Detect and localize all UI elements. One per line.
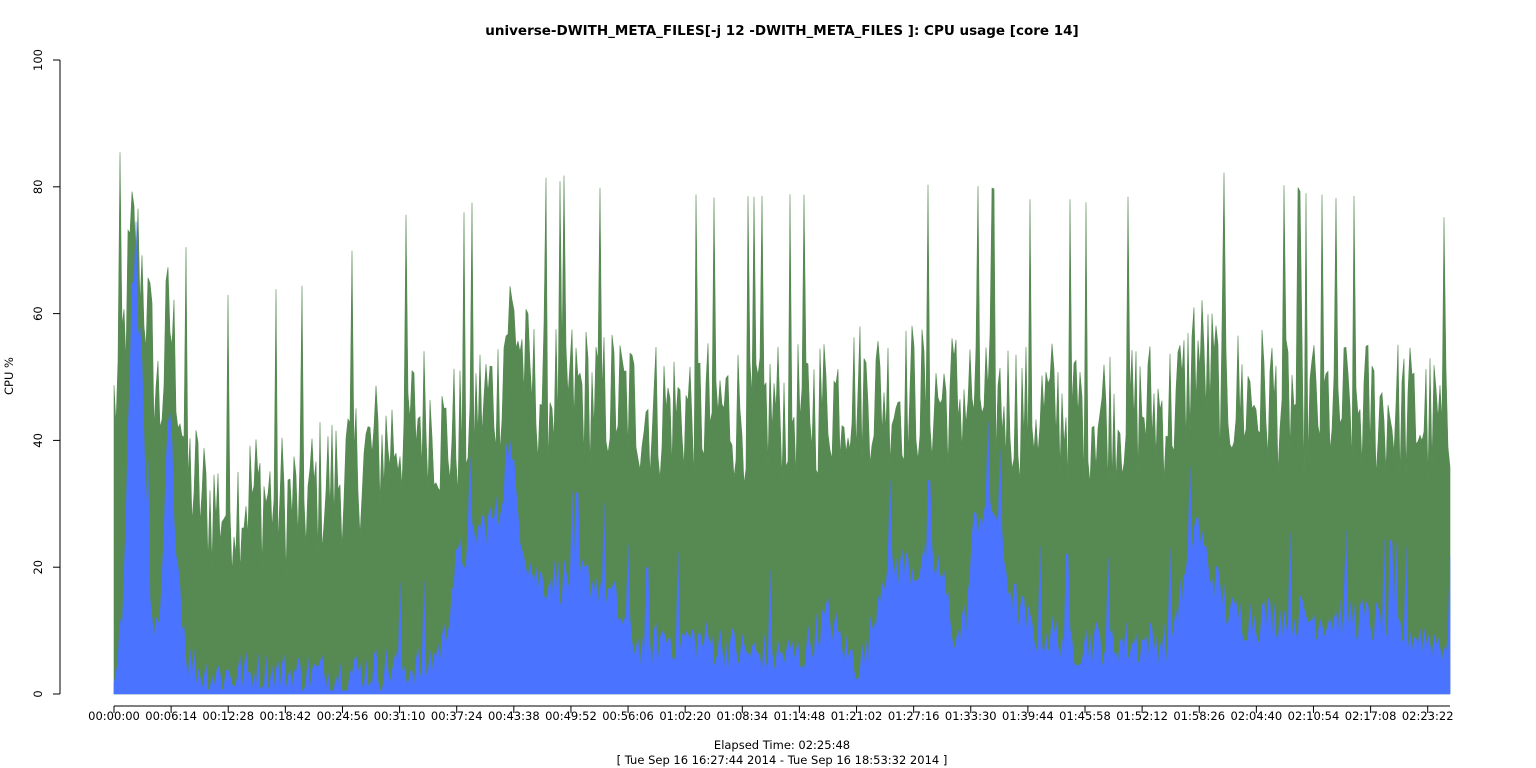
- chart-title: universe-DWITH_META_FILES[-j 12 -DWITH_M…: [485, 23, 1078, 39]
- axes-layer: 0 20 40 60 80 100 00:00:00 00:06:14 00:12:28 00:1…: [31, 49, 1454, 723]
- x-tick-label: 02:23:22: [1402, 709, 1454, 723]
- x-axis-title: Elapsed Time: 02:25:48: [714, 738, 850, 752]
- x-tick-label: 01:08:34: [716, 709, 768, 723]
- y-tick-label: 60: [31, 306, 45, 321]
- x-tick-label: 00:12:28: [202, 709, 254, 723]
- x-tick-label: 01:33:30: [945, 709, 997, 723]
- y-tick-label: 20: [31, 560, 45, 575]
- x-tick-label: 01:02:20: [659, 709, 711, 723]
- x-tick-label: 00:24:56: [317, 709, 369, 723]
- x-tick-label: 00:06:14: [145, 709, 197, 723]
- x-tick-label: 00:49:52: [545, 709, 597, 723]
- x-tick-label: 00:56:06: [602, 709, 654, 723]
- x-tick-label: 00:18:42: [260, 709, 312, 723]
- x-tick-label: 01:14:48: [774, 709, 826, 723]
- x-tick-label: 02:04:40: [1231, 709, 1283, 723]
- x-tick-label: 01:58:26: [1173, 709, 1225, 723]
- x-tick-label: 01:27:16: [888, 709, 940, 723]
- x-tick-label: 02:10:54: [1288, 709, 1340, 723]
- x-axis-subtitle: [ Tue Sep 16 16:27:44 2014 - Tue Sep 16 …: [617, 753, 948, 767]
- x-tick-label: 00:00:00: [88, 709, 140, 723]
- y-axis-title: CPU %: [2, 357, 16, 395]
- x-tick-label: 01:52:12: [1116, 709, 1168, 723]
- y-tick-label: 0: [31, 690, 45, 697]
- x-tick-label: 00:43:38: [488, 709, 540, 723]
- x-tick-label: 01:45:58: [1059, 709, 1111, 723]
- x-tick-label: 01:39:44: [1002, 709, 1054, 723]
- cpu-series-area-0: [113, 221, 1451, 695]
- y-tick-label: 40: [31, 433, 45, 448]
- series-layer: [113, 152, 1451, 695]
- x-tick-label: 01:21:02: [831, 709, 883, 723]
- x-tick-label: 00:37:24: [431, 709, 483, 723]
- x-tick-label: 02:17:08: [1345, 709, 1397, 723]
- cpu-series-area-1: [113, 152, 1451, 695]
- y-tick-label: 100: [31, 49, 45, 71]
- y-tick-label: 80: [31, 179, 45, 194]
- x-tick-label: 00:31:10: [374, 709, 426, 723]
